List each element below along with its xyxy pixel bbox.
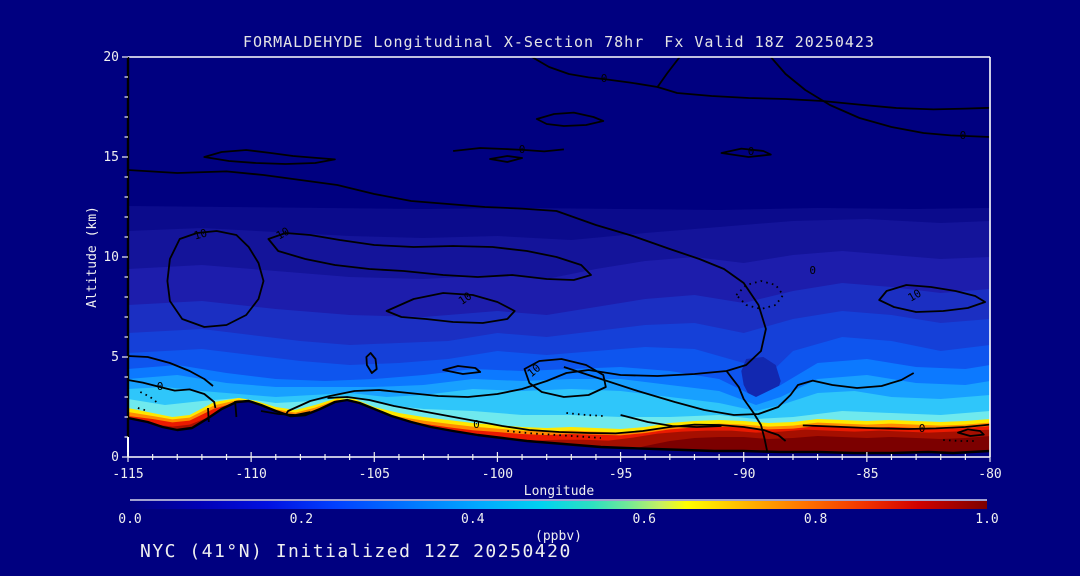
- contour-line: [260, 410, 311, 416]
- colorbar-tick-label: 0.0: [118, 512, 141, 527]
- contour-line: [365, 352, 378, 374]
- contour-line: [128, 355, 214, 387]
- contour-line: [802, 423, 990, 430]
- chart-title: FORMALDEHYDE Longitudinal X-Section 78hr…: [243, 33, 875, 51]
- contour-label: 10: [456, 289, 474, 307]
- y-tick-label: 0: [111, 450, 119, 465]
- contour-label: 10: [906, 287, 924, 305]
- contour-label: 10: [274, 225, 292, 243]
- terrain-fill: [128, 400, 990, 457]
- y-tick-label: 5: [111, 350, 119, 365]
- colorbar-tick-label: 1.0: [975, 512, 998, 527]
- x-axis: -115 -110 -105 -100 -95 -90 -85 -80 Longitude: [112, 452, 1002, 499]
- contour-line: [770, 57, 990, 138]
- y-tick-label: 20: [103, 50, 119, 65]
- contour-label: 0: [809, 264, 816, 277]
- contour-line: [128, 169, 767, 416]
- contour-label: 0: [601, 72, 608, 85]
- contour-line: [128, 379, 217, 409]
- contour-label: 0: [473, 418, 480, 431]
- contour-line: [523, 358, 607, 398]
- colorbar-tick-label: 0.6: [632, 512, 655, 527]
- contour-line: [207, 407, 210, 423]
- x-tick-label: -95: [609, 467, 632, 482]
- terrain-outline: [128, 398, 990, 455]
- y-axis-title: Altitude (km): [85, 206, 100, 308]
- plot-frame: [126, 56, 991, 458]
- colorbar-strip: [130, 501, 987, 509]
- x-tick-label: -80: [978, 467, 1001, 482]
- contour-line: [878, 284, 986, 313]
- x-tick-label: -100: [482, 467, 513, 482]
- contour-line: [203, 149, 336, 165]
- contour-line: [234, 400, 238, 418]
- contour-label: 0: [157, 380, 164, 393]
- colorbar-tick-label: 0.4: [461, 512, 485, 527]
- contour-line-dotted: [139, 391, 159, 404]
- contour-line: [453, 147, 564, 153]
- x-axis-title: Longitude: [524, 484, 595, 499]
- contour-line: [725, 370, 768, 452]
- field-bands: [128, 57, 990, 457]
- colorbar-tick-label: 0.2: [290, 512, 313, 527]
- x-tick-label: -85: [855, 467, 878, 482]
- contour-line: [957, 428, 985, 437]
- contour-line: [442, 365, 482, 375]
- contour-label: 0: [519, 143, 526, 156]
- y-axis: 0 5 10 15 20 Altitude (km): [85, 50, 128, 465]
- colorbar: 0.0 0.2 0.4 0.6 0.8 1.0 (ppbv): [118, 499, 999, 544]
- contour-label: 10: [192, 227, 208, 243]
- terrain: [128, 398, 990, 457]
- contour-lines: [128, 57, 990, 452]
- contour-line: [267, 232, 592, 281]
- contour-line: [166, 230, 265, 328]
- contour-line: [535, 111, 605, 127]
- contour-label: 0: [960, 129, 967, 142]
- contour-label: 0: [919, 422, 926, 435]
- contour-line: [531, 57, 658, 88]
- y-tick-label: 10: [103, 250, 119, 265]
- contour-line: [720, 147, 772, 158]
- colorbar-unit-label: (ppbv): [535, 529, 582, 544]
- contour-label: 0: [748, 145, 755, 158]
- x-tick-label: -110: [235, 467, 266, 482]
- init-annotation: NYC (41°N) Initialized 12Z 20250420: [140, 541, 572, 562]
- contour-line: [385, 292, 516, 324]
- contour-line-dotted: [566, 412, 604, 417]
- x-tick-label: -90: [732, 467, 755, 482]
- x-tick-label: -115: [112, 467, 143, 482]
- x-tick-label: -105: [359, 467, 390, 482]
- contour-line: [563, 366, 915, 416]
- colorbar-tick-label: 0.8: [804, 512, 827, 527]
- y-tick-label: 15: [103, 150, 119, 165]
- contour-line: [489, 155, 523, 163]
- contour-line: [327, 396, 787, 442]
